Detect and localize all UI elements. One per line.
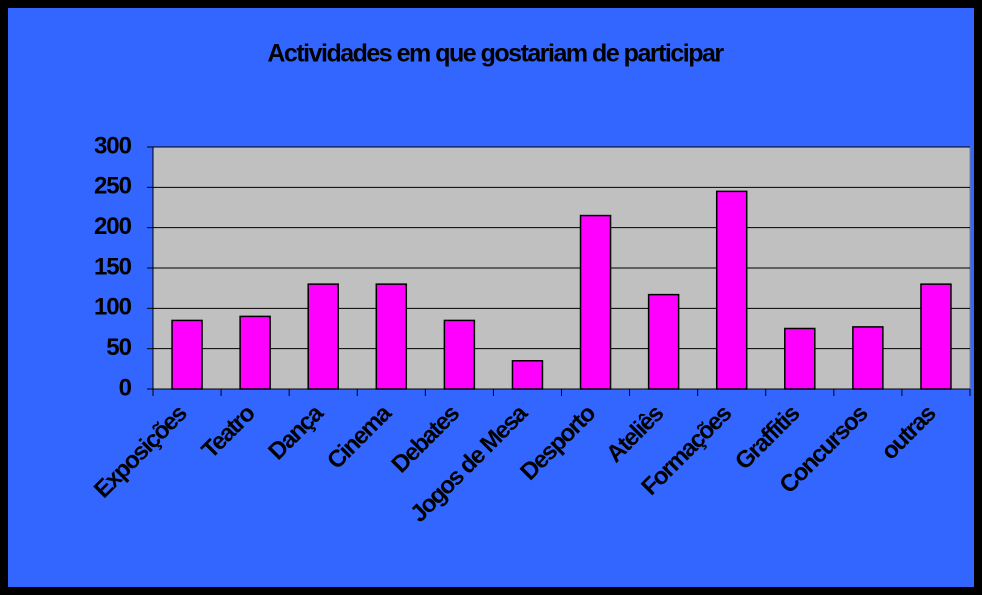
bar (511, 360, 544, 390)
bar (852, 326, 884, 390)
bar (375, 283, 408, 390)
bar (443, 319, 476, 390)
y-tick-label: 150 (94, 253, 132, 280)
bar (715, 190, 748, 390)
y-tick-label: 250 (94, 173, 132, 200)
bar (647, 293, 680, 390)
bar (307, 283, 339, 390)
y-tick-label: 300 (94, 132, 132, 159)
bar (171, 319, 203, 390)
bar (579, 214, 612, 390)
y-tick-label: 100 (94, 294, 132, 321)
chart-title: Actividades em que gostariam de particip… (267, 40, 724, 68)
bar (920, 283, 952, 390)
bar (784, 327, 816, 390)
y-tick-label: 50 (106, 334, 131, 361)
y-tick-label: 200 (94, 213, 132, 240)
bar (239, 315, 271, 390)
y-tick-label: 0 (119, 374, 132, 401)
